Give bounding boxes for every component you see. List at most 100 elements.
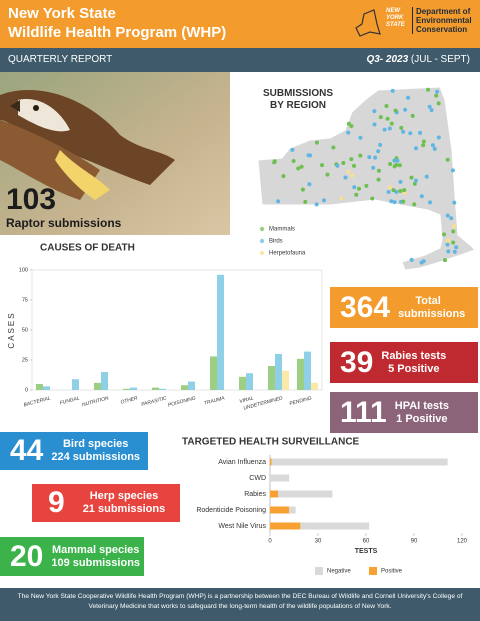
map-dot (376, 177, 381, 182)
map-dot (413, 178, 418, 183)
species-box: 20 Mammal species 109 submissions (0, 537, 144, 576)
footer-text: The New York State Cooperative Wildlife … (17, 593, 463, 610)
map-dot (434, 93, 439, 98)
map-dot (352, 185, 357, 190)
map-dot (276, 199, 281, 204)
map-dot (427, 104, 432, 109)
x-tick-label: FUNGAL (59, 395, 80, 406)
x-tick-label: PENDING (289, 395, 313, 407)
bar (268, 366, 275, 390)
map-dot (442, 258, 447, 263)
bar-segment (278, 490, 333, 498)
stat-value: 39 (340, 345, 374, 379)
y-tick-label: 0 (25, 387, 28, 393)
map-dot (386, 190, 391, 195)
map-dot (393, 108, 398, 113)
stat-detail: 1 Positive (396, 412, 448, 425)
x-tick-label: TRAUMA (203, 395, 226, 406)
map-dot (446, 238, 451, 243)
stat-value: 364 (340, 290, 391, 324)
map-dot (300, 187, 305, 192)
map-dot (281, 174, 286, 179)
bar (181, 385, 188, 390)
map-dot (409, 257, 414, 262)
map-dot (430, 143, 435, 148)
x-tick-label: 60 (363, 539, 370, 545)
bar-segment (270, 522, 301, 530)
map-dot (349, 157, 354, 162)
map-dot (428, 200, 433, 205)
bar (210, 356, 217, 390)
x-axis-label: TESTS (355, 548, 378, 555)
map-dot (392, 158, 397, 163)
species-detail: 21 submissions (82, 503, 166, 515)
subheader-band (0, 48, 480, 72)
map-dot (401, 129, 406, 134)
map-dot (325, 172, 330, 177)
map-dot (322, 198, 327, 203)
map-dot (306, 153, 311, 158)
bar-segment (300, 522, 370, 530)
bar-segment (270, 506, 290, 514)
bar-segment (289, 506, 296, 514)
bar (282, 370, 289, 390)
map-dot (436, 101, 441, 106)
header-band (0, 0, 480, 48)
x-tick-label: POISONING (167, 395, 196, 408)
stat-label: Rabies tests (381, 349, 447, 362)
department: Department of Environmental Conservation (412, 7, 480, 34)
species-value: 20 (10, 539, 44, 573)
map-dot (398, 188, 403, 193)
species-label: Herp species (89, 490, 159, 502)
y-tick-label: CWD (249, 475, 266, 482)
map-dot (370, 196, 375, 201)
map-dot (372, 122, 377, 127)
legend-label: Mammals (269, 227, 295, 233)
y-tick-label: 25 (22, 357, 28, 363)
logo-outline (355, 9, 381, 37)
map-dot (408, 131, 413, 136)
map-dot (346, 169, 351, 174)
map-dot (339, 196, 344, 201)
map-dot (341, 160, 346, 165)
map-dot (442, 232, 447, 237)
species-box: 44 Bird species 224 submissions (0, 432, 148, 470)
map-dot (367, 155, 372, 160)
x-tick-label: 30 (315, 539, 322, 545)
state-map (257, 86, 476, 271)
map-dot (373, 155, 378, 160)
map-dot (432, 146, 437, 151)
map-dot (303, 199, 308, 204)
title-line: Wildlife Health Program (WHP) (8, 24, 227, 41)
map-dot (450, 168, 455, 173)
y-tick-label: Rodenticide Poisoning (196, 507, 266, 514)
bar (130, 387, 137, 390)
bar (239, 376, 246, 390)
map-dot (385, 116, 390, 121)
bar (217, 274, 224, 390)
map-dot (429, 108, 434, 113)
map-dot (387, 126, 392, 131)
stat-value: 111 (340, 395, 387, 429)
chart-title: TARGETED HEALTH SURVEILLANCE (182, 437, 360, 448)
period: Q3- 2023 (JUL - SEPT) (366, 54, 470, 65)
bar (159, 388, 166, 390)
map-dot (364, 183, 369, 188)
y-tick-label: 100 (19, 267, 28, 273)
map-dot (398, 179, 403, 184)
map-dot (384, 104, 389, 109)
map-dot (391, 188, 396, 193)
y-tick-label: 50 (22, 327, 28, 333)
y-tick-label: Avian Influenza (218, 459, 266, 466)
bar-segment (270, 458, 272, 466)
footer-band (0, 588, 480, 621)
y-tick-label: Rabies (244, 491, 266, 498)
map-dot (414, 146, 419, 151)
bar (123, 388, 130, 390)
legend-swatch (315, 567, 323, 575)
map-dot (272, 160, 277, 165)
species-value: 9 (48, 486, 65, 519)
species-label: Mammal species (51, 543, 140, 556)
